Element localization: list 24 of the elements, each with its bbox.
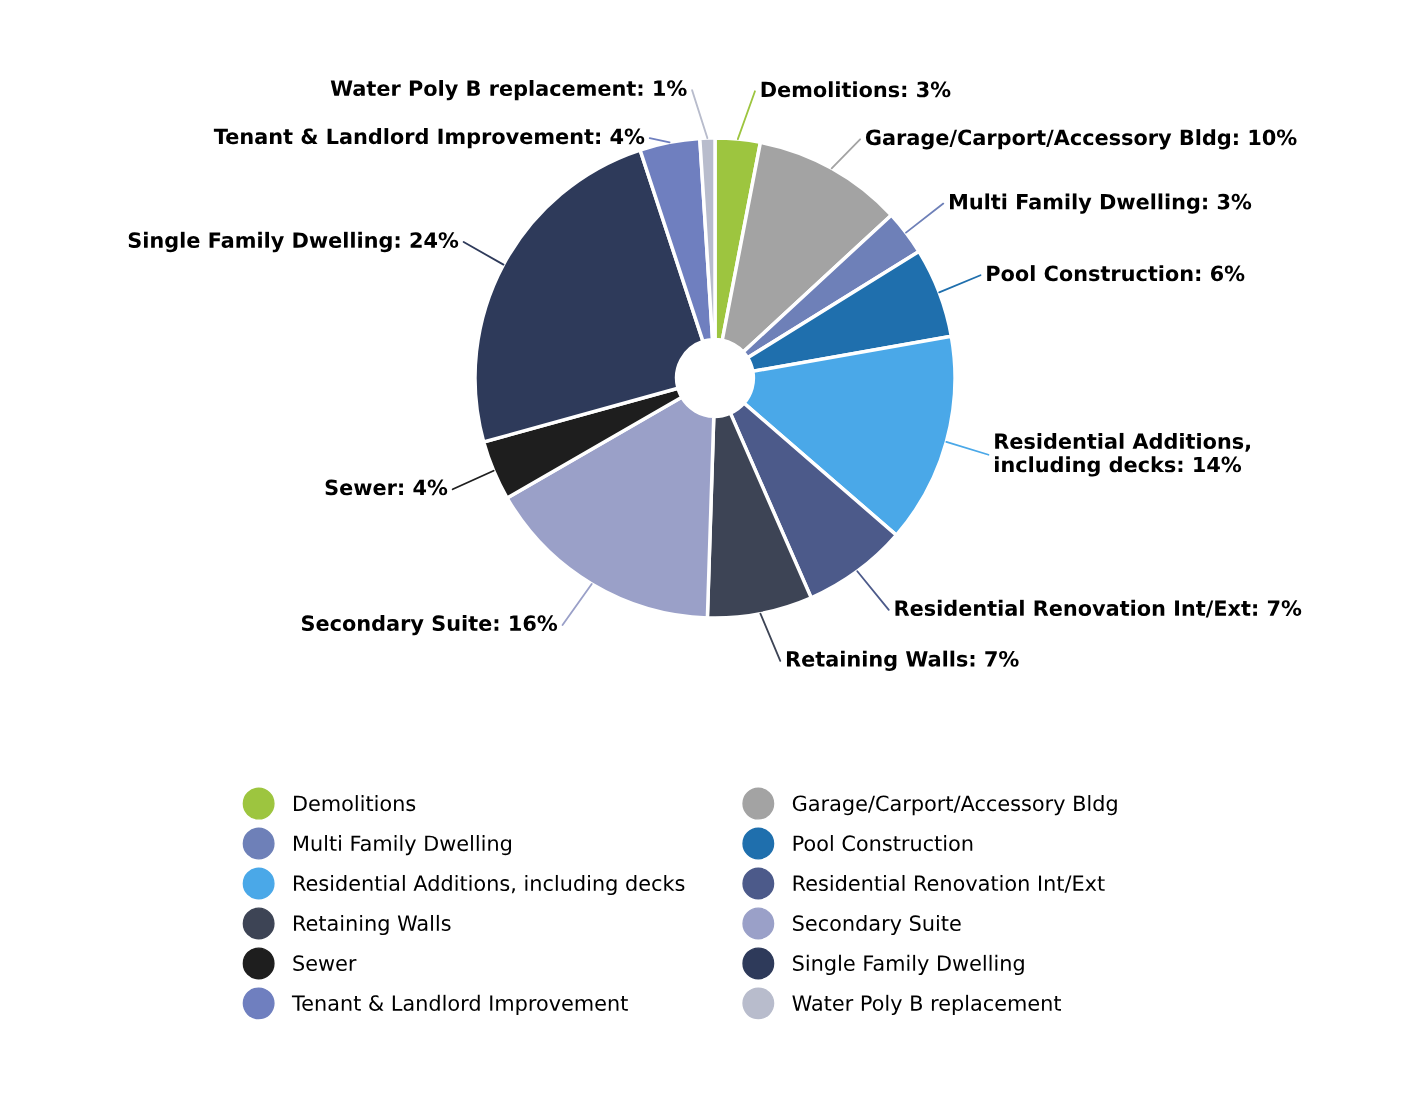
legend-label: Sewer xyxy=(293,955,357,971)
data-label: Garage/Carport/Accessory Bldg: 10% xyxy=(865,129,1297,150)
data-label: Water Poly B replacement: 1% xyxy=(330,79,687,101)
data-label: Pool Construction: 6% xyxy=(987,265,1245,282)
legend-label: Pool Construction xyxy=(793,835,973,852)
legend-label: Residential Renovation Int/Ext xyxy=(793,874,1105,893)
legend-label: Retaining Walls xyxy=(294,914,451,936)
legend-label: Secondary Suite xyxy=(793,914,961,936)
data-label: Demolitions: 3% xyxy=(761,81,951,98)
legend-label: Multi Family Dwelling xyxy=(294,835,511,856)
data-label: Residential Additions, including decks: 14% xyxy=(995,432,1250,477)
legend-label: Residential Additions, including decks xyxy=(294,874,685,896)
data-label: Residential Renovation Int/Ext: 7% xyxy=(895,599,1302,618)
legend-label: Tenant & Landlord Improvement xyxy=(291,994,628,1015)
data-label: Secondary Suite: 16% xyxy=(302,614,558,636)
legend-label: Single Family Dwelling xyxy=(793,954,1024,976)
legend-label: Garage/Carport/Accessory Bldg xyxy=(792,795,1117,816)
legend-label: Water Poly B replacement xyxy=(792,994,1062,1015)
data-label: Retaining Walls: 7% xyxy=(786,650,1019,671)
legend-label: Demolitions xyxy=(294,795,416,812)
data-label: Single Family Dwelling: 24% xyxy=(128,231,459,253)
data-label: Multi Family Dwelling: 3% xyxy=(950,193,1252,214)
data-label: Sewer: 4% xyxy=(325,479,448,496)
data-label: Tenant & Landlord Improvement: 4% xyxy=(213,128,645,149)
